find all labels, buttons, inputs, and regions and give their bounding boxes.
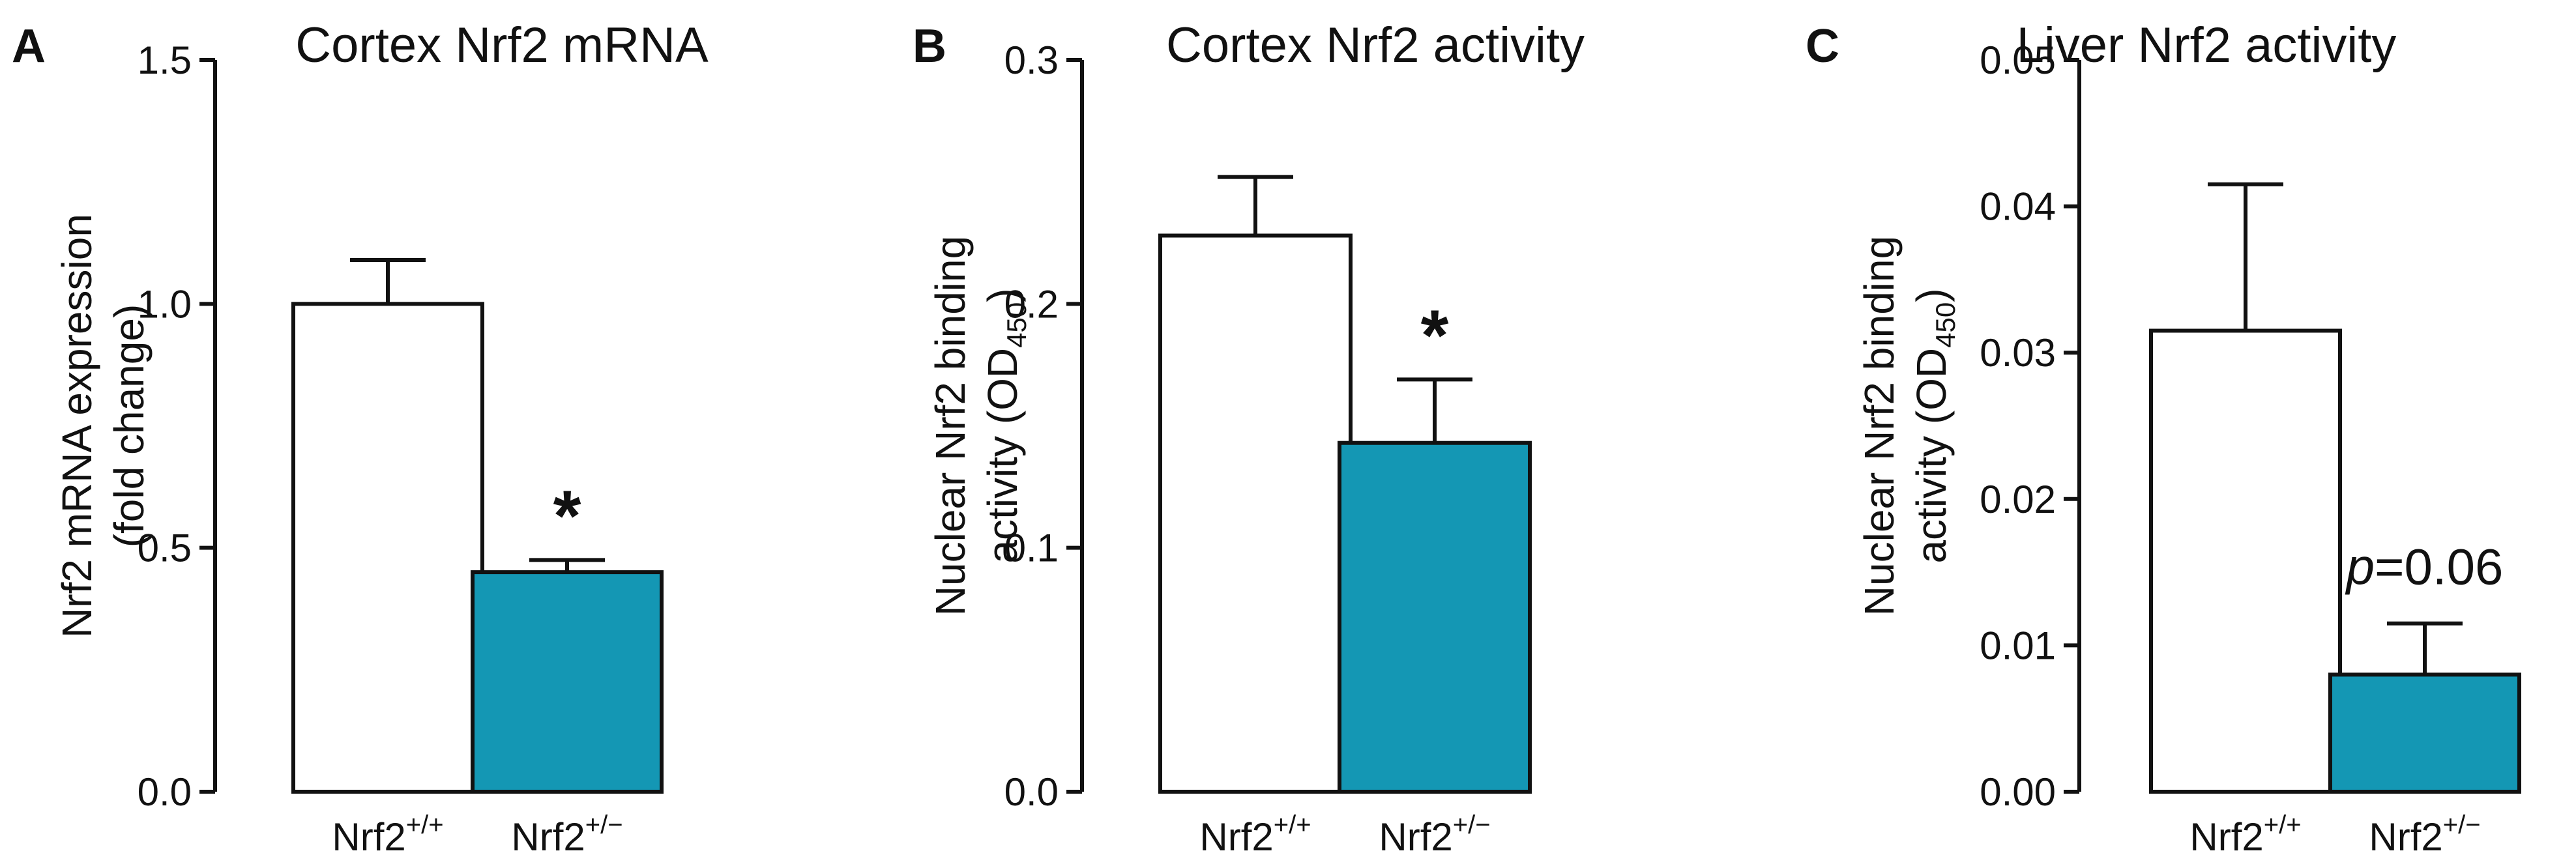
bar: [291, 302, 484, 794]
y-tick-label: 0.3: [1004, 38, 1059, 82]
y-axis-label: (fold change): [106, 304, 153, 548]
bar: [2149, 328, 2342, 794]
bar: [1338, 440, 1532, 794]
y-axis-label: Nuclear Nrf2 binding: [927, 236, 974, 616]
x-tick-label: Nrf2+/+: [332, 811, 443, 859]
x-tick-label: Nrf2+/−: [2369, 811, 2480, 859]
y-tick-label: 0.04: [1980, 185, 2056, 229]
chart-title: Cortex Nrf2 activity: [1166, 18, 1585, 73]
y-tick-label: 0.0: [138, 770, 192, 814]
y-axis-label: activity (OD450): [979, 288, 1032, 563]
y-tick-label: 0.01: [1980, 624, 2056, 667]
y-tick-label: 0.0: [1004, 770, 1059, 814]
y-tick-label: 0.2: [1004, 282, 1059, 326]
y-tick-label: 0.03: [1980, 331, 2056, 375]
y-tick-label: 1.5: [138, 38, 192, 82]
significance-annotation: *: [553, 476, 581, 556]
y-axis-label: Nrf2 mRNA expression: [53, 214, 100, 638]
bar: [471, 570, 664, 794]
y-tick-label: 0.02: [1980, 478, 2056, 521]
y-axis-label: Nuclear Nrf2 binding: [1856, 236, 1903, 616]
panel-letter: A: [12, 20, 46, 72]
panel-letter: B: [913, 20, 946, 72]
y-tick-label: 1.0: [138, 282, 192, 326]
x-tick-label: Nrf2+/−: [1379, 811, 1490, 859]
bar: [2328, 672, 2521, 794]
chart-panel-c: C Liver Nrf2 activity 0.00 0.01 0.02 0.03 0.04…: [1806, 18, 2521, 859]
chart-panel-b: B Cortex Nrf2 activity 0.0 0.1 0.2 0.3 Nuclear…: [913, 18, 1585, 859]
x-tick-label: Nrf2+/−: [511, 811, 622, 859]
y-axis-label: activity (OD450): [1908, 288, 1961, 563]
chart-title: Cortex Nrf2 mRNA: [295, 18, 709, 73]
y-tick-label: 0.00: [1980, 770, 2056, 814]
x-tick-label: Nrf2+/+: [2189, 811, 2301, 859]
significance-annotation: p=0.06: [2345, 538, 2504, 596]
chart-panel-a: A Cortex Nrf2 mRNA 0.0 0.5 1.0 1.5 Nrf2 mRNA e…: [12, 18, 709, 859]
chart-title: Liver Nrf2 activity: [2017, 18, 2397, 73]
bar: [1158, 233, 1353, 794]
y-tick-label: 0.5: [138, 527, 192, 570]
significance-annotation: *: [1421, 295, 1449, 375]
y-tick-label: 0.1: [1004, 527, 1059, 570]
x-tick-label: Nrf2+/+: [1199, 811, 1311, 859]
y-tick-label: 0.05: [1980, 38, 2056, 82]
panel-letter: C: [1806, 20, 1839, 72]
